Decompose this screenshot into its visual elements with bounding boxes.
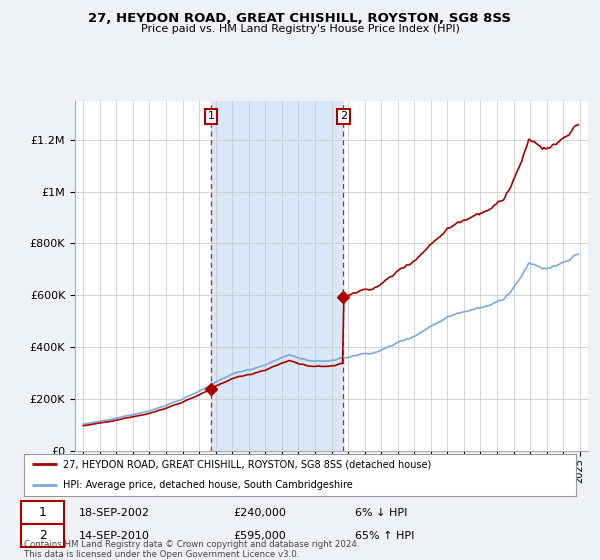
- FancyBboxPatch shape: [21, 501, 64, 524]
- Text: £240,000: £240,000: [234, 508, 287, 518]
- Text: 2: 2: [340, 111, 347, 122]
- Text: 1: 1: [208, 111, 215, 122]
- Text: 27, HEYDON ROAD, GREAT CHISHILL, ROYSTON, SG8 8SS (detached house): 27, HEYDON ROAD, GREAT CHISHILL, ROYSTON…: [62, 459, 431, 469]
- Text: 1: 1: [39, 506, 47, 519]
- Text: 27, HEYDON ROAD, GREAT CHISHILL, ROYSTON, SG8 8SS: 27, HEYDON ROAD, GREAT CHISHILL, ROYSTON…: [89, 12, 511, 25]
- Text: 65% ↑ HPI: 65% ↑ HPI: [355, 531, 415, 541]
- Bar: [211, 101, 343, 451]
- Text: 2: 2: [39, 529, 47, 542]
- Text: £595,000: £595,000: [234, 531, 287, 541]
- Text: 18-SEP-2002: 18-SEP-2002: [79, 508, 150, 518]
- Text: Contains HM Land Registry data © Crown copyright and database right 2024.
This d: Contains HM Land Registry data © Crown c…: [24, 540, 359, 559]
- Text: 14-SEP-2010: 14-SEP-2010: [79, 531, 150, 541]
- Text: 6% ↓ HPI: 6% ↓ HPI: [355, 508, 407, 518]
- Text: HPI: Average price, detached house, South Cambridgeshire: HPI: Average price, detached house, Sout…: [62, 480, 352, 490]
- Text: Price paid vs. HM Land Registry's House Price Index (HPI): Price paid vs. HM Land Registry's House …: [140, 24, 460, 34]
- FancyBboxPatch shape: [21, 524, 64, 547]
